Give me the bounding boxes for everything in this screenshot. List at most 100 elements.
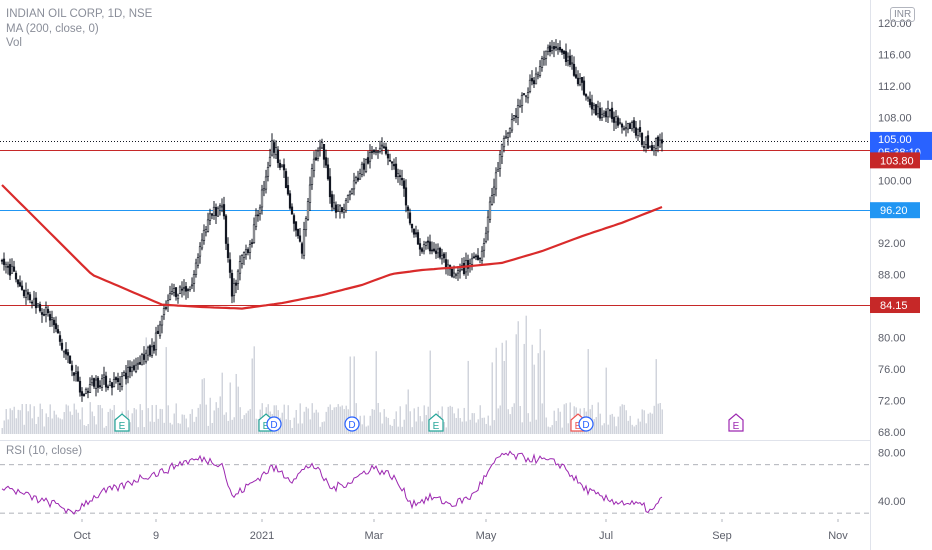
volume-bar: [647, 413, 649, 434]
candle-body: [92, 378, 96, 387]
volume-bar: [169, 422, 171, 434]
volume-bar: [489, 425, 491, 434]
volume-bar: [49, 404, 51, 434]
candle-body: [262, 188, 266, 191]
candle-body: [164, 307, 168, 309]
volume-bar: [515, 334, 517, 434]
candle-body: [402, 180, 406, 189]
volume-bar: [81, 407, 83, 434]
volume-bar: [657, 403, 659, 434]
volume-bar: [453, 413, 455, 434]
time-tick-label: 2021: [250, 530, 274, 542]
candle-body: [484, 232, 488, 242]
volume-bar: [161, 409, 163, 434]
candle-body: [10, 265, 14, 274]
volume-bar: [79, 419, 81, 434]
candle-body: [432, 248, 436, 252]
ma-legend[interactable]: MA (200, close, 0): [6, 22, 99, 35]
candle-body: [628, 123, 632, 129]
candle-body: [270, 140, 274, 156]
volume-bar: [603, 423, 605, 434]
candle-body: [282, 164, 286, 171]
candle-body: [266, 166, 270, 177]
volume-bar: [463, 407, 465, 434]
candle-body: [134, 364, 138, 372]
price-tick-label: 112.00: [878, 81, 911, 93]
volume-bar: [639, 421, 641, 434]
candle-body: [208, 213, 212, 221]
candle-body: [632, 120, 636, 128]
candle-body: [48, 314, 52, 321]
volume-bar: [471, 413, 473, 434]
candle-body: [236, 270, 240, 284]
candle-body: [656, 136, 660, 147]
candle-body: [570, 62, 574, 65]
volume-bar: [321, 422, 323, 434]
volume-bar: [421, 421, 423, 434]
candle-body: [214, 207, 218, 216]
candle-body: [248, 244, 252, 253]
currency-badge[interactable]: INR: [890, 7, 916, 22]
candle-body: [72, 372, 76, 376]
volume-bar: [105, 426, 107, 434]
volume-bar: [479, 405, 481, 434]
candle-body: [102, 374, 106, 378]
candle-body: [12, 266, 16, 272]
candle-body: [624, 127, 628, 129]
symbol-title[interactable]: INDIAN OIL CORP, 1D, NSE: [6, 8, 153, 20]
volume-bar: [15, 418, 17, 434]
candle-body: [60, 342, 64, 350]
candle-body: [610, 107, 614, 119]
volume-bar: [365, 426, 367, 434]
volume-bar: [137, 427, 139, 434]
volume-legend[interactable]: Vol: [6, 37, 22, 49]
candle-body: [28, 294, 32, 301]
candle-body: [588, 98, 592, 105]
candle-body: [280, 165, 284, 168]
candle-body: [466, 260, 470, 269]
volume-bar: [33, 406, 35, 434]
volume-bar: [47, 417, 49, 434]
volume-bar: [467, 360, 469, 434]
volume-bar: [519, 406, 521, 434]
volume-bar: [545, 417, 547, 434]
volume-bar: [233, 417, 235, 434]
volume-bar: [257, 419, 259, 434]
candle-body: [74, 371, 78, 374]
candle-body: [476, 255, 480, 260]
volume-bar: [131, 413, 133, 434]
volume-bar: [481, 417, 483, 434]
candle-body: [330, 194, 334, 208]
candle-body: [122, 372, 126, 376]
candle-body: [250, 242, 254, 244]
volume-bar: [339, 406, 341, 434]
volume-bar: [473, 413, 475, 434]
candle-body: [368, 152, 372, 162]
candle-body: [386, 153, 390, 159]
candle-body: [536, 73, 540, 77]
volume-bar: [333, 407, 335, 434]
candle-body: [96, 377, 100, 388]
volume-bar: [249, 409, 251, 434]
volume-bar: [229, 382, 231, 434]
candle-body: [526, 92, 530, 99]
volume-bar: [219, 396, 221, 434]
candle-body: [580, 77, 584, 83]
candle-body: [216, 207, 220, 217]
candle-body: [240, 254, 244, 264]
candle-body: [326, 164, 330, 180]
candle-body: [574, 74, 578, 78]
candle-body: [594, 104, 598, 116]
volume-bar: [181, 414, 183, 434]
candle-body: [560, 48, 564, 53]
volume-bar: [75, 409, 77, 434]
volume-bar: [465, 421, 467, 434]
volume-bar: [461, 421, 463, 434]
volume-bar: [193, 421, 195, 434]
volume-bar: [199, 404, 201, 434]
earnings-marker-icon: [114, 413, 130, 432]
volume-bar: [341, 405, 343, 434]
rsi-legend[interactable]: RSI (10, close): [6, 445, 83, 457]
candle-body: [408, 212, 412, 224]
